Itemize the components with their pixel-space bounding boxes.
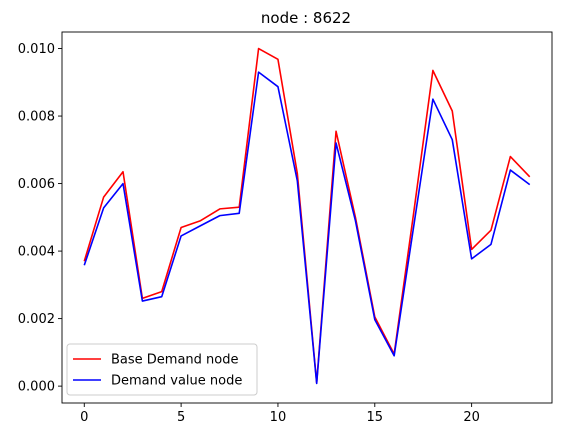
series-layer: [83, 47, 531, 385]
legend: Base Demand node Demand value node: [66, 343, 258, 396]
x-tick-label: 20: [463, 410, 480, 425]
plot-frame: [61, 31, 553, 404]
y-tick-label: 0.008: [18, 110, 55, 125]
chart-title: node : 8622: [261, 9, 351, 27]
y-tick-label: 0.006: [18, 177, 55, 192]
legend-box: [66, 343, 258, 396]
y-tick-label: 0.002: [18, 312, 55, 327]
axes-layer: 0 5 10 15 20 0.000 0.002 0.004 0.006 0.008 0.010: [18, 31, 553, 425]
legend-label-2: Demand value node: [111, 374, 242, 389]
y-tick-label: 0.000: [18, 380, 55, 395]
y-tick-label: 0.004: [18, 245, 55, 260]
x-tick-label: 15: [367, 410, 384, 425]
x-tick-label: 10: [270, 410, 287, 425]
x-tick-label: 5: [177, 410, 185, 425]
legend-label-1: Base Demand node: [111, 353, 239, 368]
x-tick-label: 0: [80, 410, 88, 425]
y-tick-label: 0.010: [18, 42, 55, 57]
series-line-2: [83, 71, 531, 385]
